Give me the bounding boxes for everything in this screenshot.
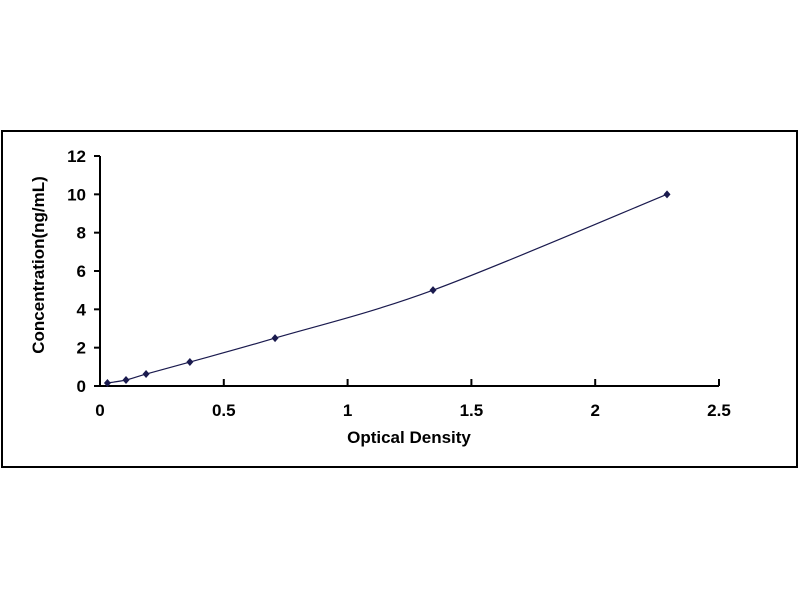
data-point xyxy=(663,190,671,199)
data-point xyxy=(103,379,111,388)
x-axis-label: Optical Density xyxy=(347,428,471,447)
x-tick-label: 0.5 xyxy=(212,401,236,420)
x-tick-label: 0 xyxy=(95,401,104,420)
chart-frame xyxy=(1,130,798,468)
y-tick-label: 12 xyxy=(67,147,86,166)
data-point xyxy=(142,370,150,379)
data-point xyxy=(429,286,437,295)
y-tick-label: 2 xyxy=(77,339,86,358)
series-line xyxy=(107,193,668,384)
y-tick-label: 4 xyxy=(77,300,87,319)
data-point xyxy=(271,334,279,343)
x-tick-label: 2.5 xyxy=(707,401,731,420)
data-point xyxy=(122,376,130,385)
x-tick-label: 1.5 xyxy=(460,401,484,420)
y-tick-label: 10 xyxy=(67,185,86,204)
data-point xyxy=(186,358,194,367)
y-tick-label: 0 xyxy=(77,377,86,396)
x-tick-label: 1 xyxy=(343,401,352,420)
x-tick-label: 2 xyxy=(590,401,599,420)
y-tick-label: 8 xyxy=(77,224,86,243)
y-axis-label: Concentration(ng/mL) xyxy=(29,176,48,354)
y-tick-label: 6 xyxy=(77,262,86,281)
